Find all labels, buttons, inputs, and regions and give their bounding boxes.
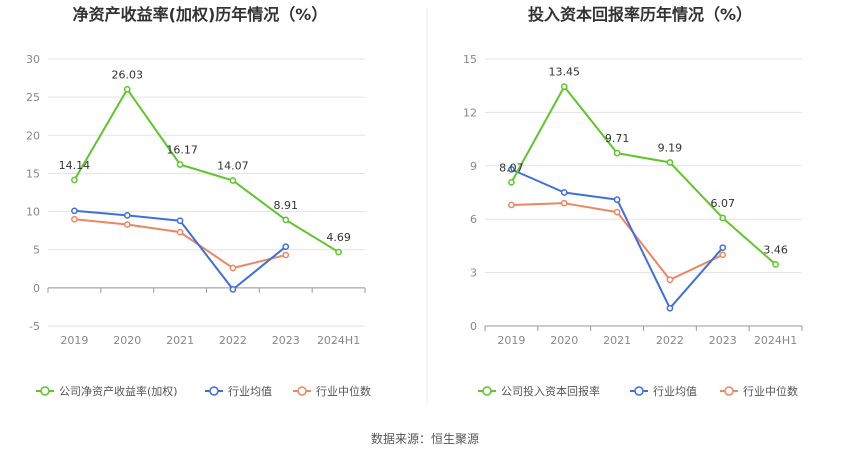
data-point-avg	[176, 217, 184, 225]
data-point-median	[508, 201, 515, 209]
data-point-avg	[282, 243, 290, 251]
x-tick-label: 2019	[60, 334, 88, 347]
data-label: 8.07	[499, 161, 524, 174]
series-line-avg	[511, 168, 724, 310]
data-point-avg	[229, 286, 237, 293]
legend-swatch-marker	[297, 386, 307, 396]
legend-item-median: 行业中位数	[293, 384, 371, 398]
x-tick-label: 2022	[219, 334, 247, 347]
y-tick-label: 15	[26, 167, 40, 180]
y-tick-label: 5	[33, 244, 40, 257]
data-point-avg	[123, 212, 131, 219]
x-tick-label: 2019	[497, 334, 525, 347]
data-source-label: 数据来源：恒生聚源	[371, 431, 479, 446]
y-tick-label: 3	[470, 267, 477, 280]
data-label: 8.91	[274, 199, 299, 212]
legend-label: 公司净资产收益率(加权)	[59, 384, 178, 398]
x-tick-label: 2024H1	[317, 334, 360, 347]
y-tick-label: 6	[470, 213, 477, 226]
data-point-company	[666, 159, 674, 166]
y-tick-label: 9	[470, 160, 477, 173]
data-label: 13.45	[549, 66, 581, 79]
legend-item-median: 行业中位数	[720, 384, 798, 398]
x-tick-label: 2020	[113, 334, 141, 347]
legend-swatch-marker	[40, 386, 50, 396]
data-point-median	[123, 221, 131, 228]
series-line-median	[74, 218, 286, 270]
series-line-company	[510, 85, 777, 266]
data-label: 9.71	[605, 132, 630, 145]
legend-label: 行业中位数	[316, 384, 371, 398]
x-tick-label: 2023	[709, 334, 737, 347]
legend-label: 行业均值	[228, 385, 272, 398]
data-point-avg	[71, 207, 78, 215]
data-point-company	[123, 85, 131, 93]
series-line-company	[73, 88, 340, 253]
data-point-company	[229, 177, 237, 184]
data-label: 4.69	[326, 231, 351, 244]
y-tick-label: 25	[26, 91, 40, 104]
data-point-median	[176, 228, 184, 236]
legend-label: 行业中位数	[743, 384, 798, 398]
y-tick-label: 0	[33, 282, 40, 295]
chart-title: 净资产收益率(加权)历年情况（%）	[73, 5, 328, 24]
data-point-avg	[560, 189, 568, 196]
x-tick-label: 2021	[603, 334, 631, 347]
x-tick-label: 2020	[550, 334, 578, 347]
x-tick-label: 2022	[656, 334, 684, 347]
data-point-company	[560, 83, 568, 90]
data-label: 9.19	[658, 141, 683, 154]
legend-item-company: 公司净资产收益率(加权)	[36, 384, 178, 398]
y-tick-label: 10	[26, 206, 40, 219]
data-point-median	[560, 199, 568, 207]
legend-swatch-marker	[482, 386, 492, 396]
data-point-company	[719, 214, 727, 222]
data-point-avg	[613, 196, 621, 203]
x-tick-label: 2021	[166, 334, 194, 347]
y-tick-label: 30	[26, 53, 40, 66]
chart-1: 净资产收益率(加权)历年情况（%） -5 0 5 10 15 20 25 30 2019 2020 2…	[26, 5, 371, 398]
y-tick-label: -5	[29, 320, 40, 333]
data-point-avg	[719, 244, 727, 252]
data-label: 3.46	[763, 243, 788, 256]
data-label: 14.14	[59, 159, 91, 172]
chart-2: 投入资本回报率历年情况（%） 0 3 6 9 12 15 2019 2020 2021 2022 20…	[463, 5, 803, 398]
data-point-median	[719, 251, 727, 259]
legend-item-company: 公司投入资本回报率	[478, 384, 600, 398]
data-point-company	[335, 248, 342, 256]
data-point-company	[71, 176, 78, 184]
data-point-median	[613, 208, 621, 216]
data-point-avg	[508, 166, 515, 173]
legend-item-avg: 行业均值	[630, 385, 697, 398]
y-tick-label: 15	[463, 53, 477, 66]
data-point-company	[508, 179, 515, 186]
data-point-median	[282, 251, 290, 259]
legend-item-avg: 行业均值	[205, 385, 272, 398]
legend-label: 行业均值	[653, 385, 697, 398]
data-point-median	[666, 276, 674, 284]
data-point-company	[282, 216, 290, 224]
legend-label: 公司投入资本回报率	[501, 384, 600, 398]
y-tick-label: 20	[26, 129, 40, 142]
chart-title: 投入资本回报率历年情况（%）	[528, 5, 752, 24]
legend-swatch-marker	[634, 386, 644, 396]
x-tick-label: 2024H1	[754, 334, 797, 347]
data-point-company	[176, 161, 184, 168]
data-label: 26.03	[112, 68, 144, 81]
data-point-median	[229, 264, 237, 272]
data-label: 16.17	[166, 144, 198, 157]
data-point-company	[613, 149, 621, 157]
legend-swatch-marker	[209, 386, 219, 396]
data-label: 14.07	[217, 160, 249, 173]
legend-swatch-marker	[724, 386, 734, 396]
y-tick-label: 0	[470, 320, 477, 333]
x-tick-label: 2023	[272, 334, 300, 347]
data-point-median	[71, 215, 78, 223]
data-point-avg	[666, 304, 674, 312]
data-label: 6.07	[711, 197, 736, 210]
data-point-company	[772, 261, 779, 268]
y-tick-label: 12	[463, 106, 477, 119]
